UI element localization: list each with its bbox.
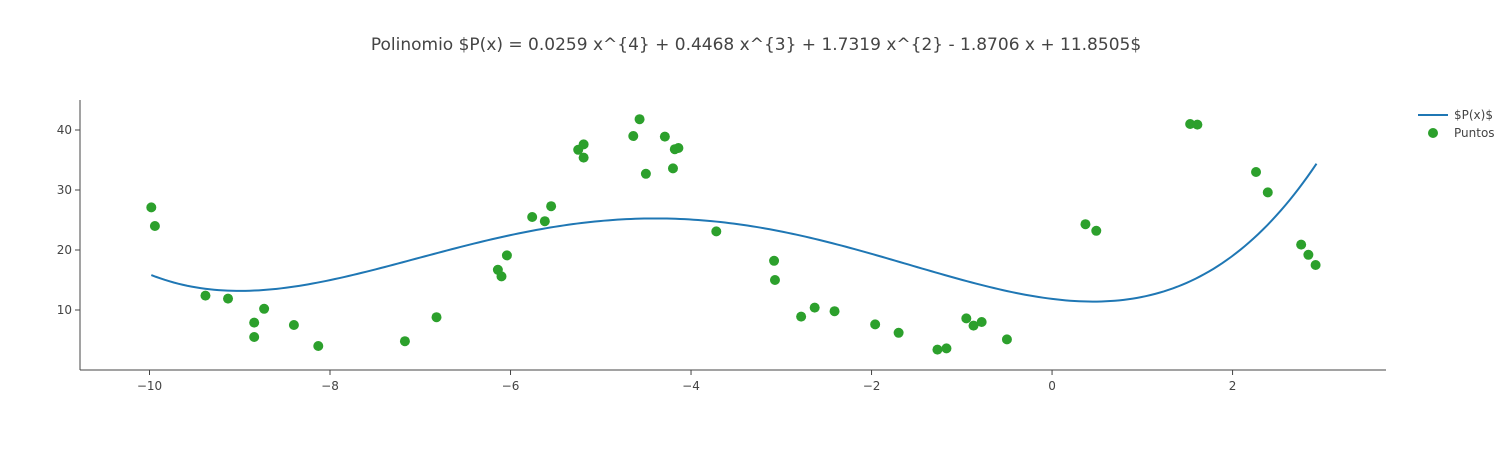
data-point	[667, 163, 678, 174]
data-point	[1001, 334, 1012, 345]
data-point	[1185, 119, 1196, 129]
data-point	[501, 250, 512, 261]
y-tick-label: 40	[57, 123, 72, 137]
data-point	[941, 343, 952, 354]
data-point	[249, 317, 260, 328]
data-point	[711, 226, 722, 237]
data-point	[640, 168, 651, 179]
x-tick-label: 0	[1048, 379, 1056, 393]
polynomial-curve	[150, 163, 1318, 303]
data-point	[578, 139, 589, 150]
data-point	[431, 312, 442, 323]
data-point	[259, 303, 270, 314]
x-tick-label: −8	[321, 379, 339, 393]
data-point	[673, 143, 684, 153]
data-point	[399, 336, 410, 347]
legend[interactable]: $P(x)$ Puntos	[1418, 108, 1495, 140]
data-point	[769, 275, 780, 285]
chart-title: Polinomio $P(x) = 0.0259 x^{4} + 0.4468 …	[371, 35, 1141, 55]
y-tick-label: 10	[57, 303, 72, 317]
data-point	[870, 319, 881, 330]
data-point	[634, 114, 645, 125]
data-points-layer	[146, 114, 1321, 355]
data-point	[628, 131, 639, 141]
data-point	[1192, 119, 1203, 130]
x-tick-label: −2	[863, 379, 881, 393]
data-point	[313, 341, 324, 351]
data-point	[968, 320, 979, 331]
legend-marker-swatch	[1428, 128, 1438, 138]
data-point	[659, 131, 670, 142]
plot-area	[146, 114, 1321, 355]
data-point	[539, 216, 550, 227]
data-point	[961, 313, 972, 324]
data-point	[1303, 249, 1314, 260]
data-point	[1080, 219, 1091, 230]
data-point	[249, 332, 260, 342]
x-axis-ticks: −10 −8 −6 −4 −2 0 2	[137, 370, 1237, 393]
x-tick-label: −6	[502, 379, 520, 393]
data-point	[1251, 167, 1262, 177]
data-point	[527, 212, 538, 222]
legend-label-curve: $P(x)$	[1454, 108, 1493, 122]
data-point	[578, 152, 589, 163]
y-tick-label: 20	[57, 243, 72, 257]
data-point	[288, 320, 299, 330]
data-point	[200, 290, 211, 301]
polynomial-curve-layer	[150, 163, 1318, 303]
legend-label-points: Puntos	[1454, 126, 1495, 140]
data-point	[1262, 187, 1273, 198]
data-point	[149, 221, 160, 231]
x-tick-label: −4	[682, 379, 700, 393]
data-point	[769, 255, 780, 266]
legend-item-curve[interactable]: $P(x)$	[1418, 108, 1493, 122]
data-point	[829, 306, 840, 317]
data-point	[796, 311, 807, 322]
y-axis-ticks: 10 20 30 40	[57, 123, 80, 317]
data-point	[1296, 239, 1307, 250]
data-point	[976, 317, 987, 327]
data-point	[1310, 260, 1321, 270]
data-point	[223, 293, 234, 304]
x-tick-label: −10	[137, 379, 162, 393]
data-point	[932, 344, 943, 355]
y-tick-label: 30	[57, 183, 72, 197]
x-tick-label: 2	[1229, 379, 1237, 393]
legend-item-points[interactable]: Puntos	[1428, 126, 1495, 140]
data-point	[809, 302, 820, 313]
data-point	[546, 201, 557, 212]
data-point	[893, 327, 904, 338]
data-point	[1091, 225, 1102, 236]
data-point	[496, 271, 507, 282]
data-point	[146, 202, 157, 213]
